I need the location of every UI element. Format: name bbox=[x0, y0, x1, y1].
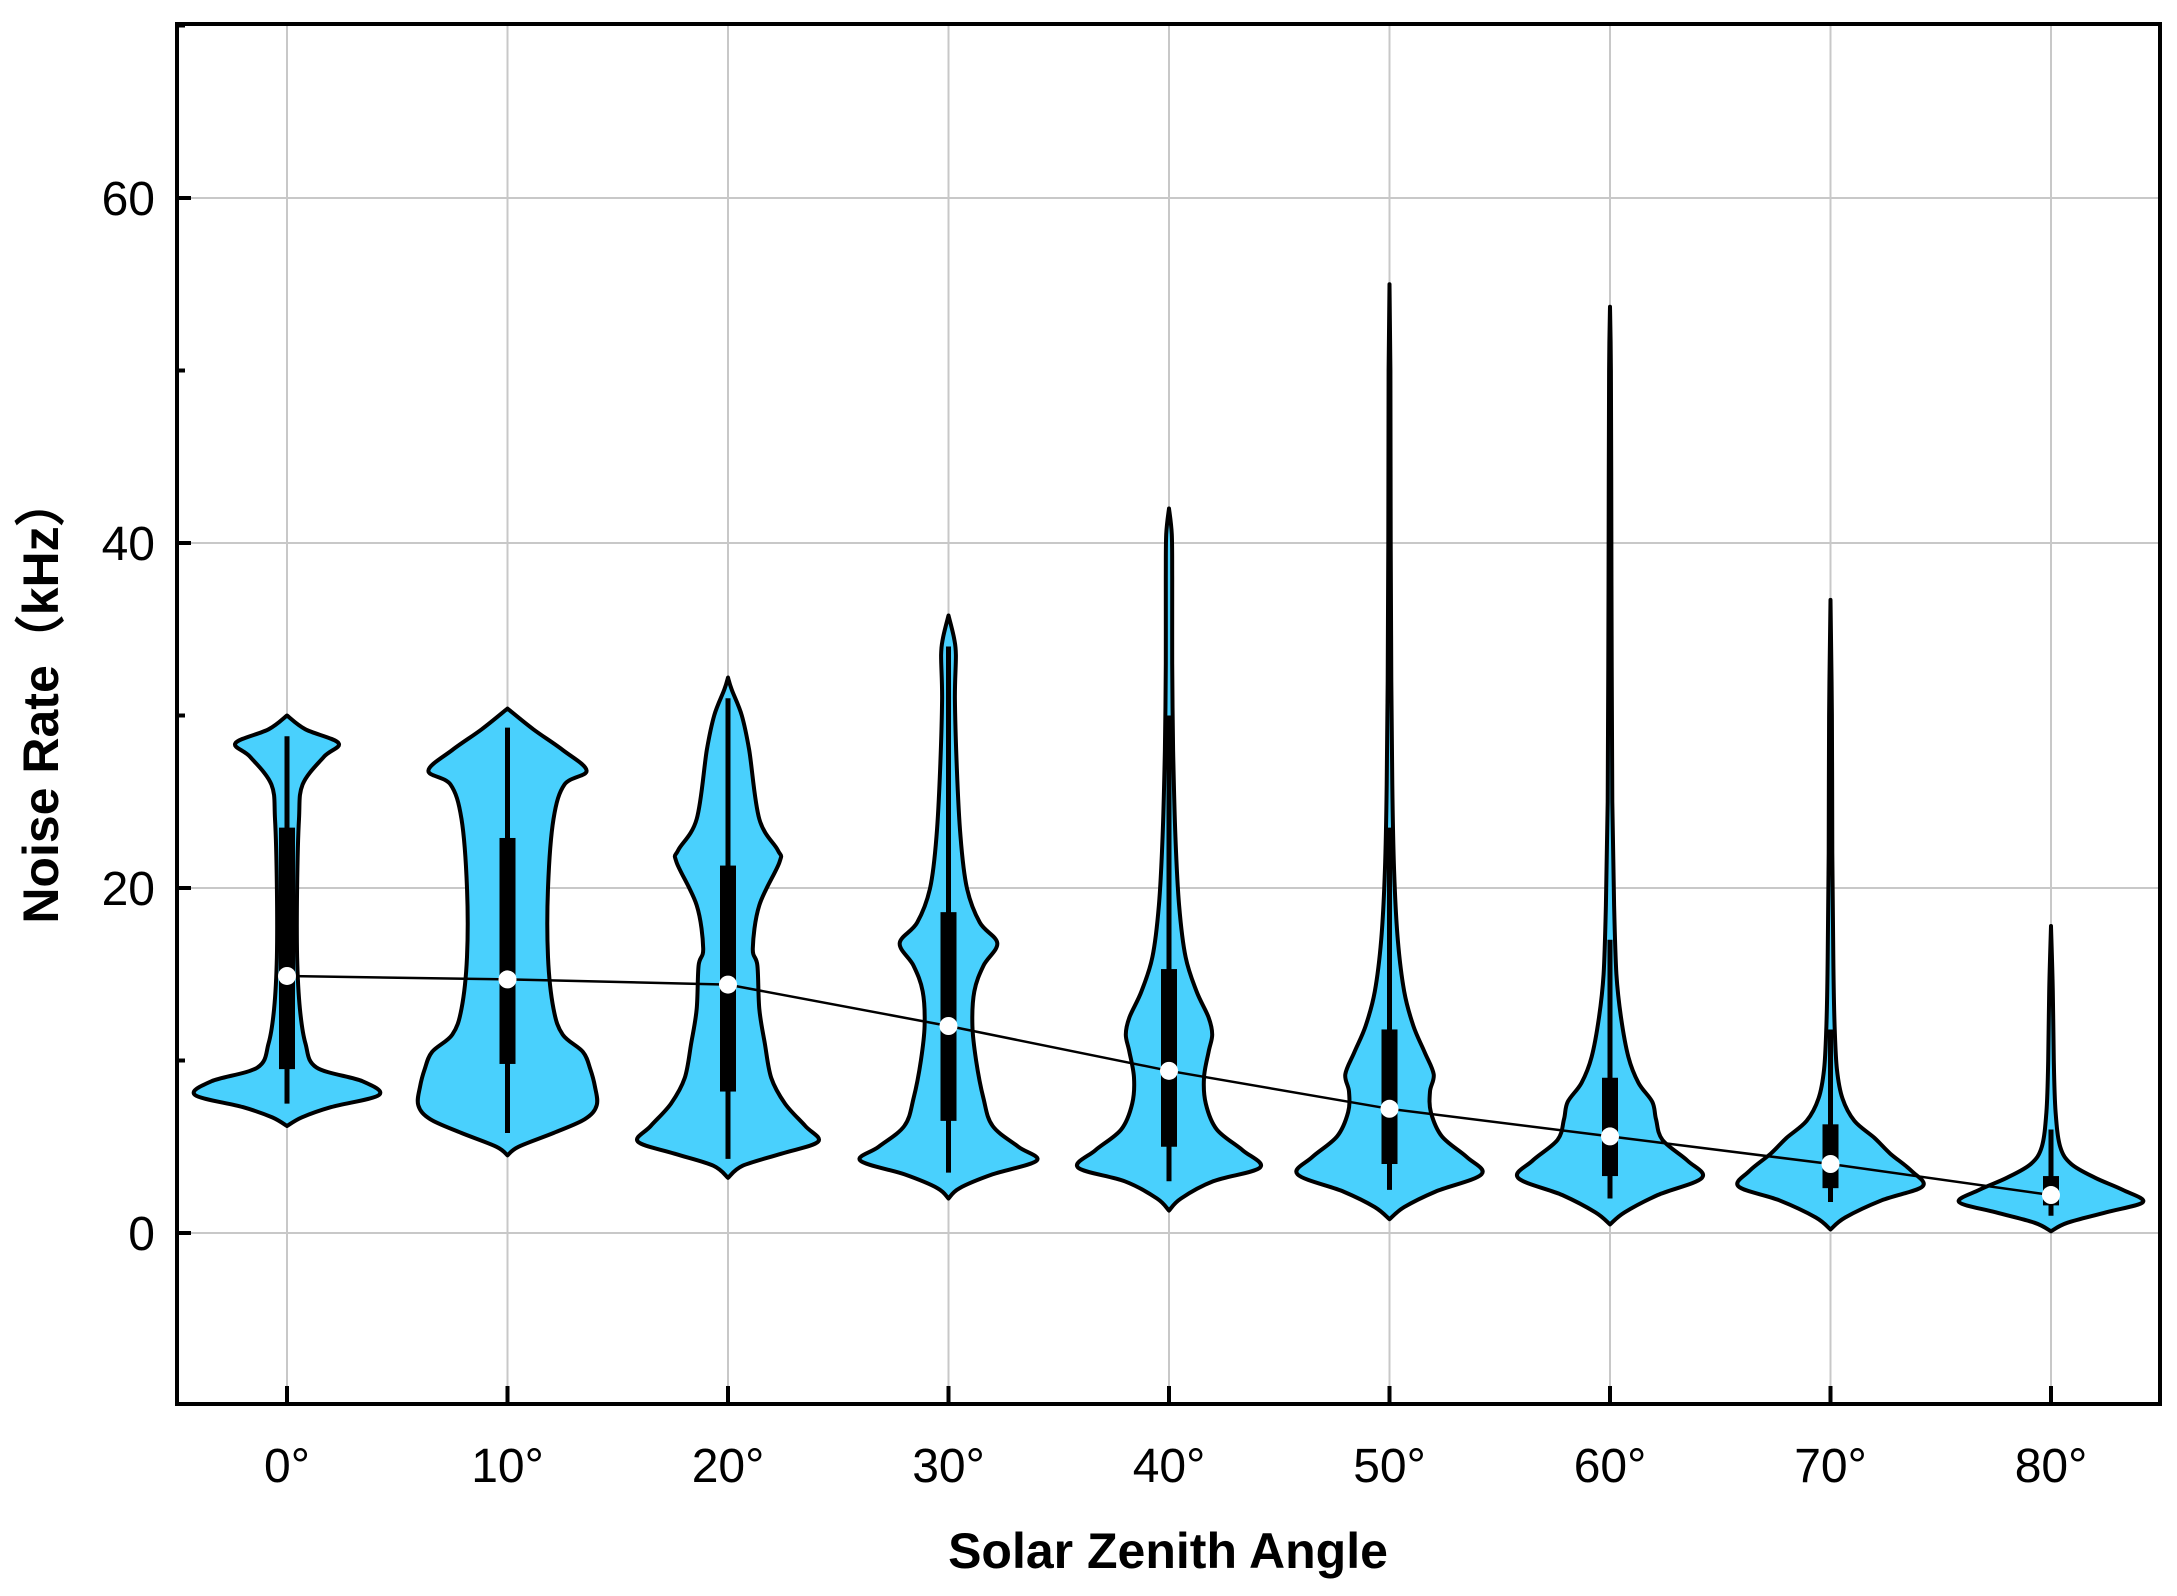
iqr-box-1 bbox=[499, 837, 516, 1064]
x-tick-label: 30° bbox=[912, 1440, 985, 1493]
box-markers bbox=[278, 646, 2060, 1216]
iqr-box-0 bbox=[279, 827, 295, 1070]
median-dot-5 bbox=[1380, 1099, 1399, 1118]
violin-6 bbox=[1514, 304, 1706, 1227]
median-dot-0 bbox=[278, 966, 296, 985]
median-dot-7 bbox=[1821, 1155, 1840, 1173]
axis-ticks bbox=[177, 23, 2053, 1404]
iqr-box-6 bbox=[1602, 1077, 1618, 1177]
y-axis-title: Noise Rate（kHz） bbox=[13, 476, 69, 923]
violin-7 bbox=[1735, 597, 1926, 1232]
x-tick-label: 40° bbox=[1133, 1440, 1206, 1493]
median-dot-6 bbox=[1601, 1127, 1619, 1146]
x-tick-label: 70° bbox=[1794, 1440, 1867, 1493]
violin-8 bbox=[1956, 924, 2146, 1234]
x-tick-label: 10° bbox=[471, 1440, 544, 1493]
iqr-box-3 bbox=[940, 912, 957, 1121]
violin-5 bbox=[1294, 282, 1485, 1222]
median-dot-3 bbox=[939, 1017, 958, 1035]
iqr-box-5 bbox=[1381, 1029, 1398, 1164]
y-tick-label: 0 bbox=[128, 1208, 155, 1261]
y-tick-label: 20 bbox=[102, 863, 155, 916]
median-dot-4 bbox=[1160, 1061, 1178, 1080]
x-axis-title: Solar Zenith Angle bbox=[948, 1523, 1388, 1579]
median-dot-8 bbox=[2042, 1186, 2060, 1205]
y-tick-label: 60 bbox=[102, 173, 155, 226]
x-tick-label: 50° bbox=[1353, 1440, 1426, 1493]
median-dot-1 bbox=[498, 970, 517, 989]
iqr-box-4 bbox=[1161, 969, 1177, 1147]
tick-labels: 0 20 40 60 0° 10° 20° 30° 40° 50° 60° 70° 80° bbox=[102, 173, 2088, 1493]
x-tick-label: 80° bbox=[2015, 1440, 2088, 1493]
median-dot-2 bbox=[719, 975, 737, 994]
x-tick-label: 60° bbox=[1574, 1440, 1647, 1493]
y-tick-label: 40 bbox=[102, 518, 155, 571]
x-tick-label: 20° bbox=[692, 1440, 765, 1493]
x-tick-label: 0° bbox=[264, 1440, 310, 1493]
